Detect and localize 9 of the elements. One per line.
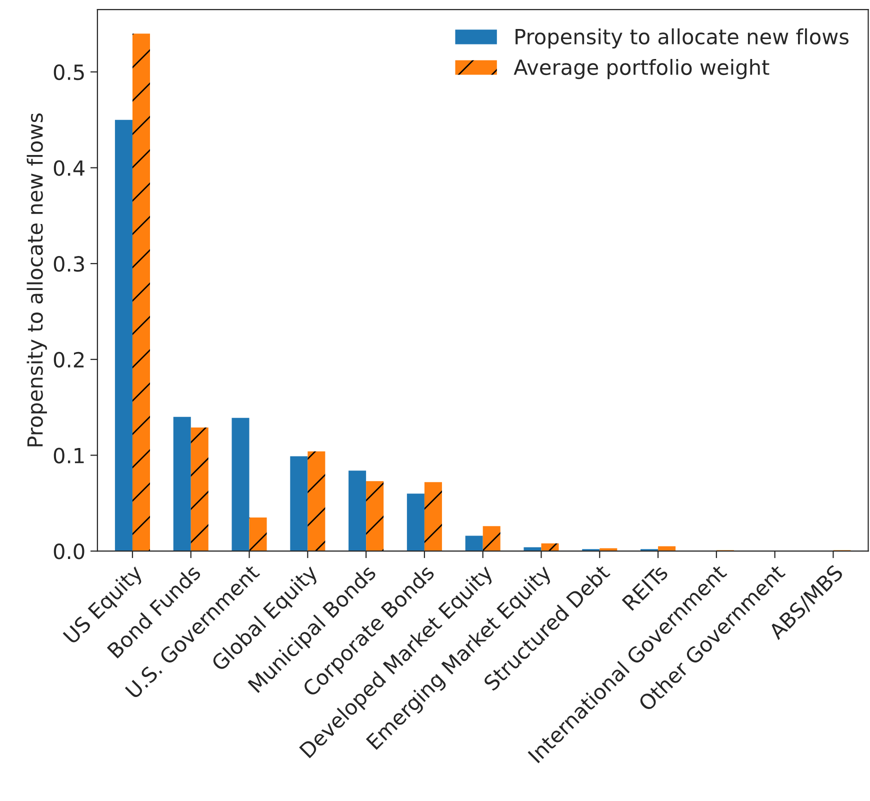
y-tick-label: 0.1 <box>54 448 84 464</box>
y-tick-label: 0.4 <box>54 160 84 176</box>
y-axis-title: Propensity to allocate new flows <box>26 113 47 446</box>
y-tick-label: 0.3 <box>54 256 84 272</box>
y-tick-label: 0.0 <box>54 544 84 560</box>
y-tick-label: 0.5 <box>54 64 84 80</box>
legend-label: Average portfolio weight <box>514 58 770 80</box>
legend-label: Propensity to allocate new flows <box>516 28 848 49</box>
y-tick-label: 0.2 <box>54 352 84 368</box>
